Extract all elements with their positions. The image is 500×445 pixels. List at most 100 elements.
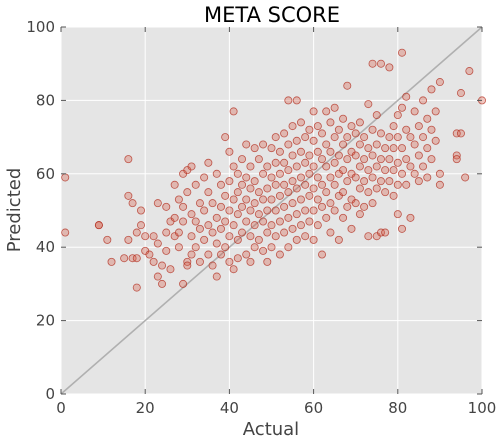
scatter-point — [246, 206, 255, 215]
scatter-point — [288, 224, 297, 233]
scatter-point — [107, 257, 116, 266]
scatter-point — [326, 147, 335, 156]
scatter-point — [288, 177, 297, 186]
scatter-point — [318, 250, 327, 259]
scatter-point — [250, 243, 259, 252]
scatter-point — [162, 246, 171, 255]
scatter-point — [254, 155, 263, 164]
scatter-point — [238, 228, 247, 237]
scatter-point — [398, 144, 407, 153]
scatter-point — [61, 173, 70, 182]
scatter-point — [242, 250, 251, 259]
scatter-point — [305, 125, 314, 134]
x-tick-label: 60 — [304, 399, 323, 417]
scatter-point — [103, 235, 112, 244]
scatter-point — [376, 59, 385, 68]
scatter-point — [364, 100, 373, 109]
scatter-point — [120, 254, 129, 263]
scatter-point — [179, 217, 188, 226]
reference-line — [60, 26, 483, 395]
scatter-point — [431, 107, 440, 116]
scatter-point — [132, 228, 141, 237]
scatter-point — [124, 191, 133, 200]
scatter-point — [305, 151, 314, 160]
scatter-point — [191, 243, 200, 252]
scatter-point — [419, 133, 428, 142]
scatter-point — [339, 114, 348, 123]
scatter-point — [330, 133, 339, 142]
scatter-point — [435, 78, 444, 87]
scatter-point — [385, 177, 394, 186]
scatter-point — [229, 265, 238, 274]
scatter-point — [326, 173, 335, 182]
scatter-point — [364, 188, 373, 197]
scatter-point — [343, 155, 352, 164]
scatter-point — [410, 140, 419, 149]
scatter-point — [427, 125, 436, 134]
scatter-point — [271, 180, 280, 189]
scatter-point — [263, 206, 272, 215]
scatter-point — [195, 199, 204, 208]
y-tick-label: 80 — [36, 91, 55, 109]
scatter-point — [360, 202, 369, 211]
tick-labels: 0 20 40 60 80 100 0 20 40 60 80 100 — [26, 18, 496, 417]
scatter-point — [271, 232, 280, 241]
scatter-point — [267, 144, 276, 153]
x-tick-label: 20 — [136, 399, 155, 417]
scatter-point — [174, 243, 183, 252]
scatter-point — [326, 118, 335, 127]
reference-line-group — [60, 26, 483, 395]
scatter-point — [423, 114, 432, 123]
scatter-point — [368, 173, 377, 182]
scatter-point — [195, 224, 204, 233]
axis-ticks — [60, 26, 483, 395]
scatter-point — [254, 188, 263, 197]
scatter-point — [94, 221, 103, 230]
scatter-point — [419, 162, 428, 171]
scatter-point — [149, 232, 158, 241]
scatter-point — [242, 140, 251, 149]
scatter-point — [292, 162, 301, 171]
scatter-point — [456, 89, 465, 98]
scatter-point — [414, 177, 423, 186]
scatter-point — [200, 173, 209, 182]
scatter-point — [296, 118, 305, 127]
scatter-point — [267, 243, 276, 252]
scatter-point — [246, 162, 255, 171]
scatter-point — [233, 169, 242, 178]
scatter-point — [124, 155, 133, 164]
scatter-point — [250, 144, 259, 153]
scatter-point — [406, 213, 415, 222]
scatter-point — [398, 48, 407, 57]
scatter-point — [225, 206, 234, 215]
scatter-point — [296, 195, 305, 204]
scatter-point — [250, 221, 259, 230]
scatter-point — [187, 210, 196, 219]
scatter-point — [296, 221, 305, 230]
scatter-point — [402, 155, 411, 164]
scatter-point — [158, 261, 167, 270]
scatter-point — [330, 158, 339, 167]
scatter-point — [275, 147, 284, 156]
scatter-point — [229, 195, 238, 204]
scatter-point — [221, 243, 230, 252]
scatter-point — [212, 213, 221, 222]
scatter-point — [162, 202, 171, 211]
scatter-point — [221, 191, 230, 200]
scatter-point — [427, 155, 436, 164]
scatter-point — [322, 188, 331, 197]
scatter-point — [246, 232, 255, 241]
scatter-point — [153, 239, 162, 248]
scatter-point — [355, 118, 364, 127]
scatter-point — [267, 221, 276, 230]
scatter-point — [292, 136, 301, 145]
scatter-point — [200, 206, 209, 215]
scatter-point — [406, 133, 415, 142]
scatter-point — [166, 265, 175, 274]
y-tick-label: 100 — [26, 18, 55, 36]
scatter-point — [339, 140, 348, 149]
scatter-point — [132, 283, 141, 292]
scatter-point — [343, 81, 352, 90]
scatter-point — [389, 166, 398, 175]
scatter-point — [360, 177, 369, 186]
